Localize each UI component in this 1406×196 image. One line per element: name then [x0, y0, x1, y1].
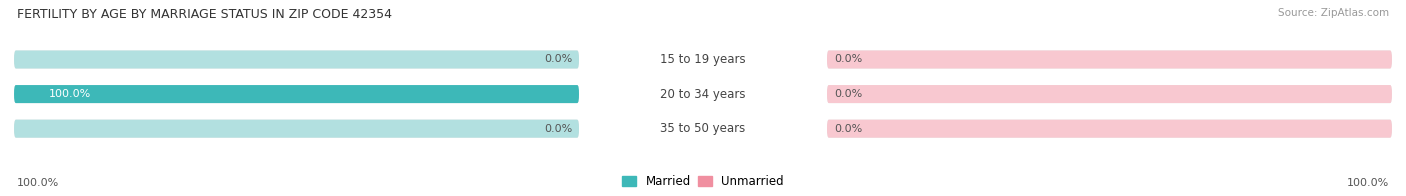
Text: 100.0%: 100.0% [17, 178, 59, 188]
FancyBboxPatch shape [14, 85, 579, 103]
FancyBboxPatch shape [827, 51, 1392, 68]
FancyBboxPatch shape [579, 85, 827, 103]
FancyBboxPatch shape [827, 85, 1392, 103]
Text: 0.0%: 0.0% [544, 54, 572, 64]
Text: 100.0%: 100.0% [1347, 178, 1389, 188]
Text: 35 to 50 years: 35 to 50 years [661, 122, 745, 135]
Text: FERTILITY BY AGE BY MARRIAGE STATUS IN ZIP CODE 42354: FERTILITY BY AGE BY MARRIAGE STATUS IN Z… [17, 8, 392, 21]
Text: 100.0%: 100.0% [48, 89, 91, 99]
Legend: Married, Unmarried: Married, Unmarried [621, 175, 785, 188]
Text: 0.0%: 0.0% [544, 124, 572, 134]
Text: 0.0%: 0.0% [834, 124, 862, 134]
FancyBboxPatch shape [14, 51, 579, 68]
FancyBboxPatch shape [579, 120, 827, 138]
Text: 20 to 34 years: 20 to 34 years [661, 88, 745, 101]
FancyBboxPatch shape [827, 51, 1392, 68]
Text: 0.0%: 0.0% [834, 54, 862, 64]
FancyBboxPatch shape [14, 51, 579, 68]
FancyBboxPatch shape [14, 85, 579, 103]
FancyBboxPatch shape [14, 120, 579, 138]
FancyBboxPatch shape [827, 85, 1392, 103]
Text: 15 to 19 years: 15 to 19 years [661, 53, 745, 66]
FancyBboxPatch shape [14, 85, 579, 103]
FancyBboxPatch shape [827, 120, 1392, 138]
Text: Source: ZipAtlas.com: Source: ZipAtlas.com [1278, 8, 1389, 18]
FancyBboxPatch shape [14, 120, 579, 138]
FancyBboxPatch shape [579, 51, 827, 68]
FancyBboxPatch shape [827, 120, 1392, 138]
Text: 0.0%: 0.0% [834, 89, 862, 99]
